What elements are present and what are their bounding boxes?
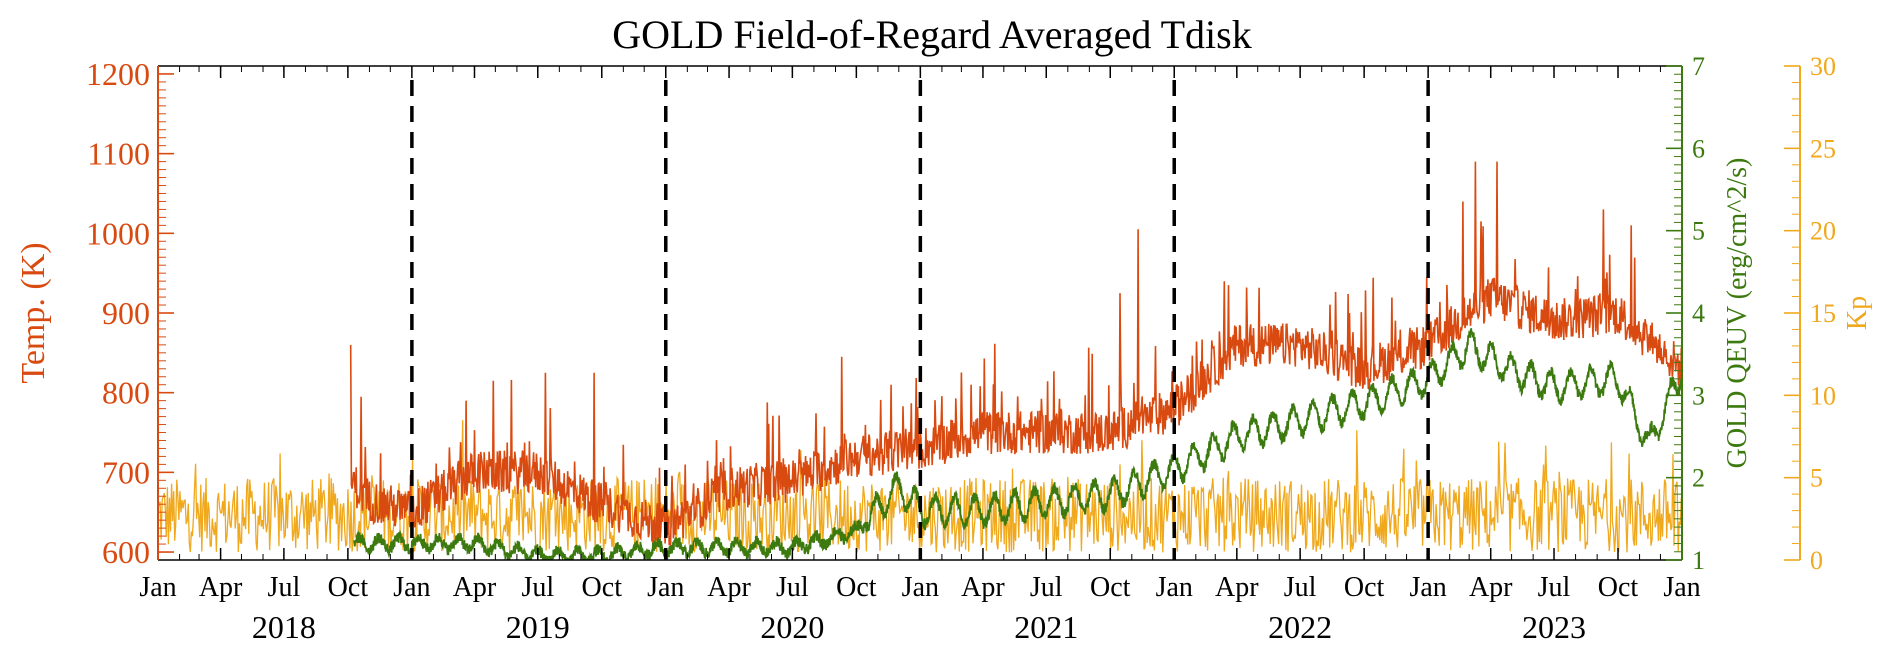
- qeuv-line: [353, 328, 1682, 560]
- x-tick-label: Jan: [1156, 572, 1193, 603]
- qeuv-tick-label: 1: [1692, 546, 1705, 575]
- x-tick-label: Oct: [1344, 572, 1385, 603]
- x-tick-label: Oct: [1090, 572, 1131, 603]
- x-tick-label: Jan: [139, 572, 176, 603]
- x-tick-label: Oct: [582, 572, 623, 603]
- x-tick-label: Jan: [393, 572, 430, 603]
- temp-tick-label: 1200: [86, 56, 150, 92]
- kp-tick-label: 15: [1810, 299, 1836, 328]
- x-tick-label: Jul: [521, 572, 554, 603]
- x-tick-label: Jan: [1663, 572, 1700, 603]
- temp-tick-label: 1000: [86, 215, 150, 251]
- year-label: 2021: [1014, 609, 1078, 645]
- temp-tick-label: 700: [102, 454, 150, 490]
- x-tick-label: Oct: [1598, 572, 1639, 603]
- temp-tick-label: 900: [102, 295, 150, 331]
- temp-series-group: [349, 161, 1682, 548]
- x-tick-label: Oct: [836, 572, 877, 603]
- year-label: 2023: [1522, 609, 1586, 645]
- x-tick-label: Jul: [268, 572, 301, 603]
- year-label: 2019: [506, 609, 570, 645]
- x-tick-label: Jan: [1409, 572, 1446, 603]
- qeuv-tick-label: 2: [1692, 464, 1705, 493]
- temp-axis-label: Temp. (K): [15, 242, 52, 383]
- x-tick-label: Jan: [647, 572, 684, 603]
- x-tick-label: Oct: [328, 572, 369, 603]
- chart-title: GOLD Field-of-Regard Averaged Tdisk: [612, 12, 1251, 57]
- x-tick-label: Jul: [776, 572, 809, 603]
- x-tick-label: Jul: [1538, 572, 1571, 603]
- qeuv-tick-label: 6: [1692, 134, 1705, 163]
- kp-tick-label: 25: [1810, 134, 1836, 163]
- x-tick-label: Jul: [1030, 572, 1063, 603]
- kp-tick-label: 5: [1810, 464, 1823, 493]
- x-tick-label: Apr: [1215, 572, 1259, 603]
- kp-tick-label: 0: [1810, 546, 1823, 575]
- qeuv-tick-label: 5: [1692, 217, 1705, 246]
- year-label: 2020: [760, 609, 824, 645]
- temp-tick-label: 1100: [87, 136, 150, 172]
- temp-tick-label: 800: [102, 375, 150, 411]
- x-tick-label: Apr: [453, 572, 497, 603]
- axes: Jan Apr Jul Oct Jan Apr Jul Oct Jan Apr Jul Oct Jan A…: [86, 52, 1836, 645]
- qeuv-series-group: [353, 328, 1682, 560]
- qeuv-tick-label: 3: [1692, 381, 1705, 410]
- x-tick-label: Jan: [902, 572, 939, 603]
- year-label: 2022: [1268, 609, 1332, 645]
- x-tick-label: Apr: [1469, 572, 1513, 603]
- year-dividers: [410, 80, 1430, 560]
- qeuv-tick-label: 4: [1692, 299, 1705, 328]
- x-tick-label: Jul: [1284, 572, 1317, 603]
- x-tick-label: Apr: [961, 572, 1005, 603]
- temp-line: [349, 161, 1682, 548]
- kp-tick-label: 20: [1810, 217, 1836, 246]
- year-label: 2018: [252, 609, 316, 645]
- kp-tick-label: 10: [1810, 381, 1836, 410]
- qeuv-axis-label: GOLD QEUV (erg/cm^2/s): [1722, 158, 1753, 469]
- qeuv-tick-label: 7: [1692, 52, 1705, 81]
- kp-axis-label: Kp: [1842, 296, 1873, 330]
- kp-tick-label: 30: [1810, 52, 1836, 81]
- x-tick-label: Apr: [707, 572, 751, 603]
- temp-tick-label: 600: [102, 534, 150, 570]
- x-tick-label: Apr: [199, 572, 243, 603]
